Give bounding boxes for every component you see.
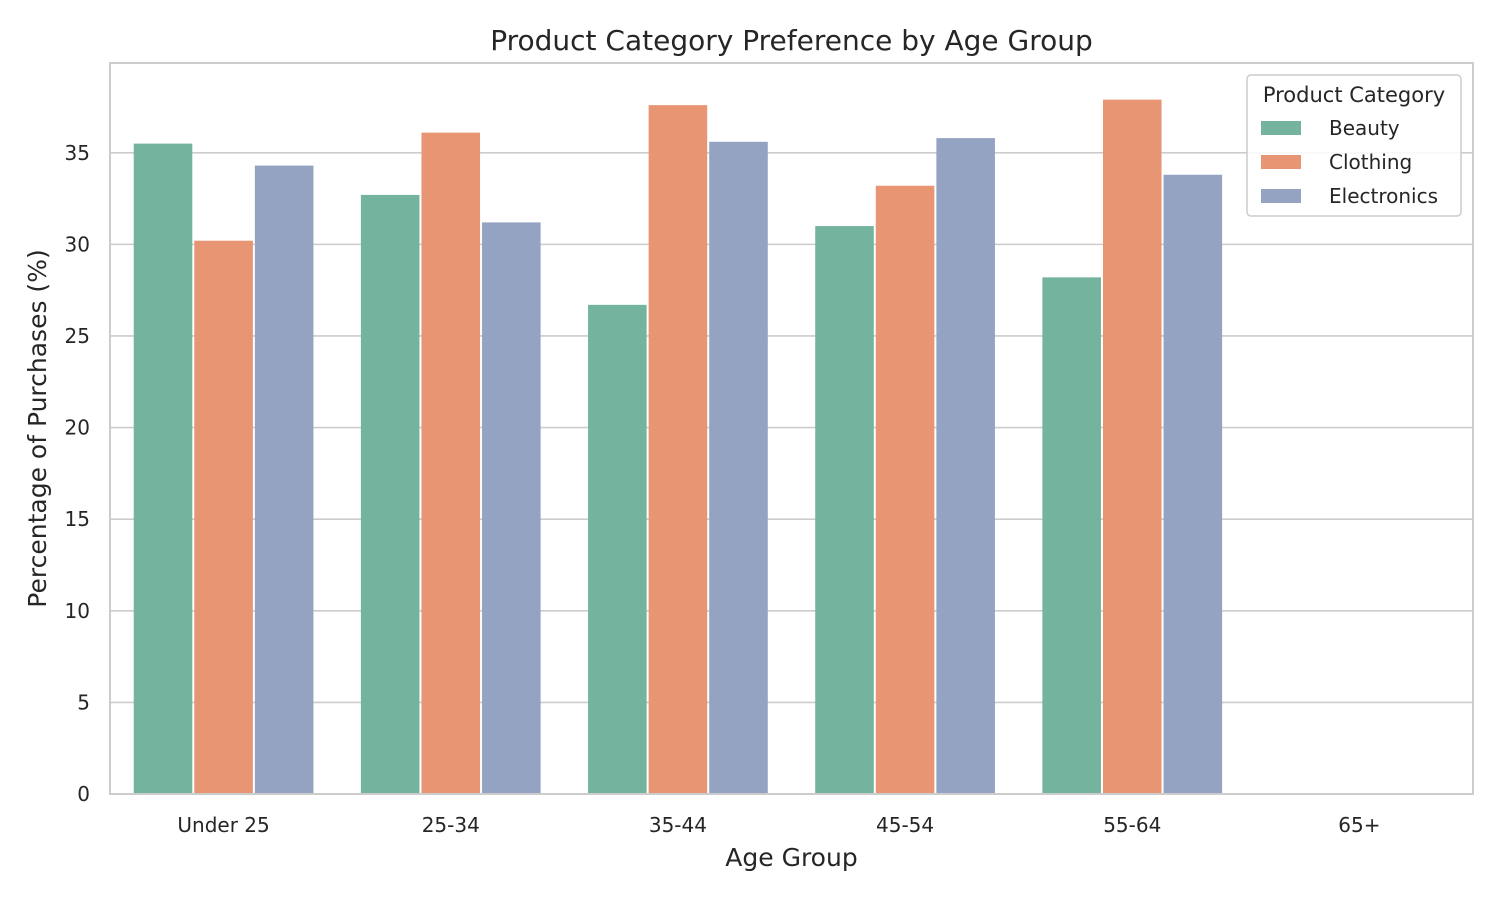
legend-swatch	[1261, 155, 1301, 169]
y-tick-label: 0	[77, 782, 90, 806]
bar	[936, 138, 995, 794]
bar	[1042, 277, 1101, 794]
bar	[709, 141, 768, 795]
legend-swatch	[1261, 189, 1301, 203]
x-tick-label: 55-64	[1103, 813, 1161, 837]
bar	[648, 105, 708, 795]
y-tick-label: 15	[65, 507, 90, 531]
y-tick-label: 30	[65, 232, 90, 256]
y-tick-label: 5	[77, 690, 90, 714]
x-axis-label: Age Group	[725, 843, 857, 872]
legend-swatch	[1261, 121, 1301, 135]
bar	[360, 194, 420, 794]
legend-title: Product Category	[1263, 83, 1445, 107]
y-tick-label: 10	[65, 599, 90, 623]
y-tick-label: 25	[65, 324, 90, 348]
y-tick-labels: 0 5 10 15 20 25 30 35	[65, 141, 90, 806]
bar	[254, 165, 314, 794]
x-tick-label: 65+	[1338, 813, 1380, 837]
legend: Product Category Beauty Clothing Electroni…	[1246, 74, 1462, 217]
bar	[133, 143, 193, 795]
bar	[588, 304, 647, 794]
bar	[421, 132, 481, 795]
x-tick-label: 25-34	[422, 813, 480, 837]
bar	[875, 185, 935, 794]
bar	[815, 226, 874, 794]
chart-title: Product Category Preference by Age Group	[490, 24, 1093, 57]
bar	[1163, 174, 1223, 794]
x-tick-label: 45-54	[876, 813, 934, 837]
y-tick-label: 20	[65, 416, 90, 440]
legend-label: Beauty	[1329, 116, 1400, 140]
bars-layer	[133, 99, 1223, 795]
y-tick-label: 35	[65, 141, 90, 165]
legend-items: Beauty Clothing Electronics	[1261, 116, 1438, 208]
x-tick-labels: Under 25 25-34 35-44 45-54 55-64 65+	[177, 813, 1380, 837]
legend-label: Clothing	[1329, 150, 1412, 174]
plot-frame	[109, 62, 1474, 795]
legend-label: Electronics	[1329, 184, 1438, 208]
bar	[1102, 99, 1162, 794]
x-tick-label: 35-44	[649, 813, 707, 837]
x-tick-label: Under 25	[177, 813, 269, 837]
bar	[194, 240, 253, 794]
legend-box	[1246, 74, 1462, 217]
bar	[482, 222, 541, 794]
y-axis-label: Percentage of Purchases (%)	[23, 249, 52, 607]
grid-layer	[110, 151, 1473, 704]
